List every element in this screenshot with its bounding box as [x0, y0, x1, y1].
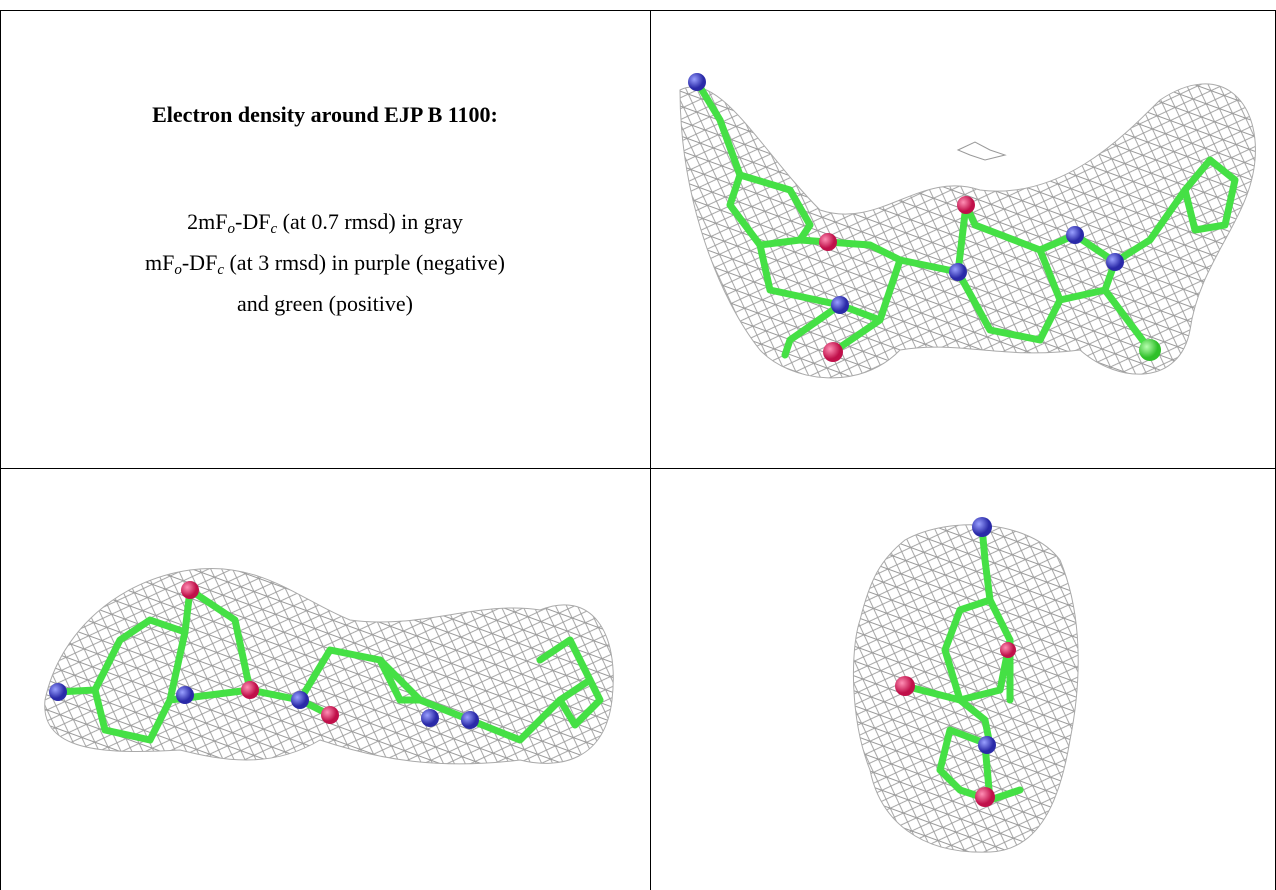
legend-line: mFo-DFc (at 3 rmsd) in purple (negative) — [0, 246, 650, 287]
table-grid — [0, 10, 1276, 890]
density-view-side — [44, 568, 614, 765]
density-view-end — [852, 517, 1079, 853]
text-run: 2mF — [187, 209, 228, 234]
subscript: c — [270, 221, 278, 237]
legend-line: 2mFo-DFc (at 0.7 rmsd) in gray — [0, 205, 650, 246]
subscript: o — [174, 262, 182, 278]
text-run: mF — [145, 250, 175, 275]
caption-title: Electron density around EJP B 1100: — [152, 102, 498, 127]
caption-legend: 2mFo-DFc (at 0.7 rmsd) in gray mFo-DFc (a… — [0, 205, 650, 320]
subscript: c — [217, 262, 224, 278]
text-run: -DF — [181, 250, 218, 275]
subscript: o — [227, 221, 236, 237]
legend-line: and green (positive) — [0, 287, 650, 320]
text-run: (at 0.7 rmsd) in gray — [277, 209, 463, 234]
text-run: and green (positive) — [237, 291, 413, 316]
density-view-top — [679, 73, 1256, 379]
text-run: (at 3 rmsd) in purple (negative) — [223, 250, 505, 275]
text-run: -DF — [235, 209, 271, 234]
